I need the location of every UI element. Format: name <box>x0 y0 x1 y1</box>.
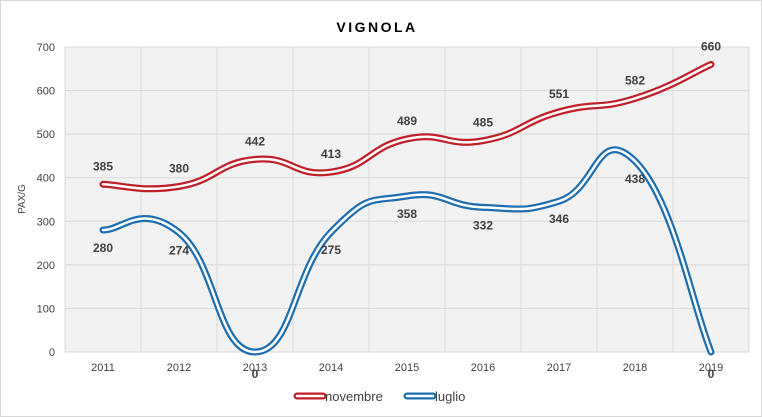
data-label-luglio: 275 <box>321 243 341 257</box>
data-label-luglio: 438 <box>625 172 645 186</box>
x-tick-label: 2014 <box>319 362 343 374</box>
data-label-novembre: 551 <box>549 87 569 101</box>
y-tick-label: 400 <box>37 173 55 185</box>
data-label-novembre: 380 <box>169 161 189 175</box>
series-lines <box>99 60 715 356</box>
x-tick-label: 2015 <box>395 362 419 374</box>
x-tick-label: 2011 <box>91 362 115 374</box>
data-labels: 385 380 442 413 489 485 551 582 660 280 274 0 275 358… <box>93 39 721 381</box>
data-label-luglio: 0 <box>252 367 259 381</box>
data-label-novembre: 413 <box>321 147 341 161</box>
data-label-luglio: 274 <box>169 244 189 258</box>
y-tick-label: 0 <box>49 347 55 359</box>
x-axis-ticks: 2011 2012 2013 2014 2015 2016 2017 2018 2019 <box>91 362 723 374</box>
x-tick-label: 2012 <box>167 362 191 374</box>
data-label-novembre: 660 <box>701 39 721 53</box>
data-label-novembre: 385 <box>93 159 113 173</box>
data-label-luglio: 358 <box>397 207 417 221</box>
y-tick-label: 600 <box>37 86 55 98</box>
y-tick-label: 100 <box>37 303 55 315</box>
legend-label-luglio: luglio <box>435 389 465 404</box>
data-label-novembre: 489 <box>397 114 417 128</box>
series-line-luglio-inner <box>101 148 713 354</box>
y-tick-label: 500 <box>37 129 55 141</box>
x-tick-label: 2013 <box>243 362 267 374</box>
data-label-novembre: 442 <box>245 134 265 148</box>
data-label-novembre: 485 <box>473 116 493 130</box>
x-tick-label: 2017 <box>547 362 571 374</box>
y-axis-ticks: 0 100 200 300 400 500 600 700 <box>37 42 55 359</box>
data-label-novembre: 582 <box>625 73 645 87</box>
y-tick-label: 700 <box>37 42 55 54</box>
x-tick-label: 2019 <box>699 362 723 374</box>
chart-title: VIGNOLA <box>336 19 417 35</box>
data-label-luglio: 346 <box>549 212 569 226</box>
legend-label-novembre: novembre <box>325 389 383 404</box>
y-tick-label: 300 <box>37 216 55 228</box>
data-label-luglio: 0 <box>708 367 715 381</box>
x-tick-label: 2018 <box>623 362 647 374</box>
series-line-novembre-inner <box>101 63 713 190</box>
y-axis-label: PAX/G <box>17 184 28 214</box>
y-tick-label: 200 <box>37 260 55 272</box>
legend: novembre luglio <box>293 389 465 404</box>
data-label-luglio: 332 <box>473 218 493 232</box>
data-label-luglio: 280 <box>93 241 113 255</box>
x-tick-label: 2016 <box>471 362 495 374</box>
